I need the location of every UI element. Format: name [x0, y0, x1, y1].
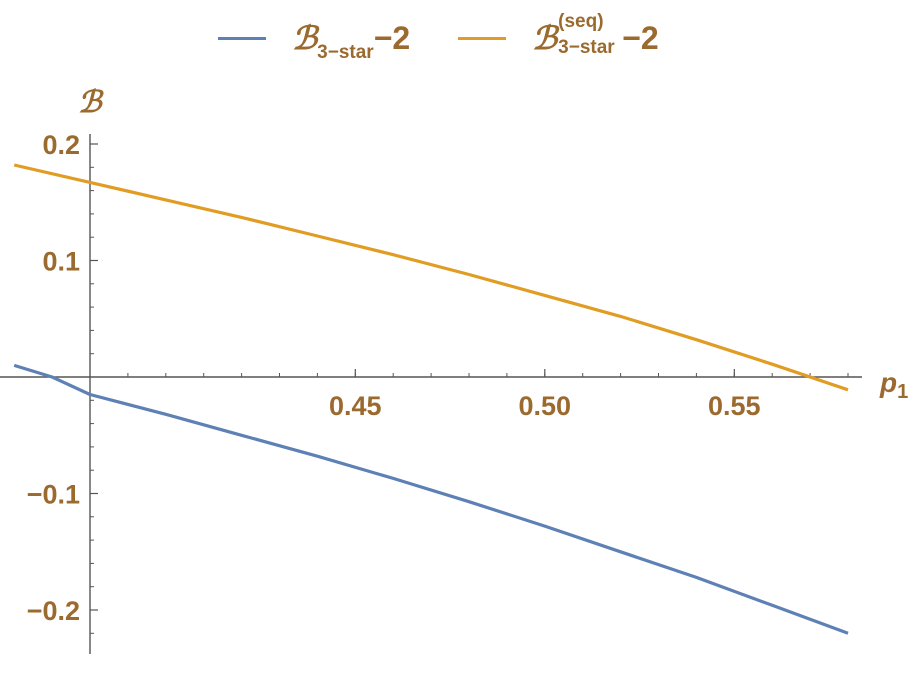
y-tick-label: −0.1: [27, 480, 80, 510]
series-layer: [13, 163, 849, 635]
legend-label-series-2: ℬ (seq) 3−star −2: [532, 11, 659, 58]
series-1-line: [13, 363, 849, 635]
y-tick-label: −0.2: [27, 596, 80, 626]
y-tick-label: 0.2: [42, 130, 80, 160]
x-tick-label: 0.55: [708, 391, 761, 421]
minor-ticks: [90, 143, 849, 634]
x-axis-label-sub: 1: [897, 381, 908, 403]
legend-swatch-series-2: [458, 37, 506, 40]
y-tick-label: 0.1: [42, 247, 80, 277]
y-axis-label: ℬ: [78, 86, 104, 119]
series-2-line: [13, 163, 849, 392]
x-tick-label: 0.45: [329, 391, 382, 421]
x-tick-label: 0.50: [519, 391, 572, 421]
tick-labels: 0.45 0.50 0.55 −0.2 −0.1 0.1 0.2: [27, 130, 761, 626]
legend-label-series-1: ℬ3−star−2: [292, 20, 411, 63]
x-axis-label-main: p: [879, 367, 897, 398]
x-axis-label: p1: [879, 367, 908, 403]
major-ticks: [90, 143, 735, 611]
legend-swatch-series-1: [218, 37, 266, 40]
